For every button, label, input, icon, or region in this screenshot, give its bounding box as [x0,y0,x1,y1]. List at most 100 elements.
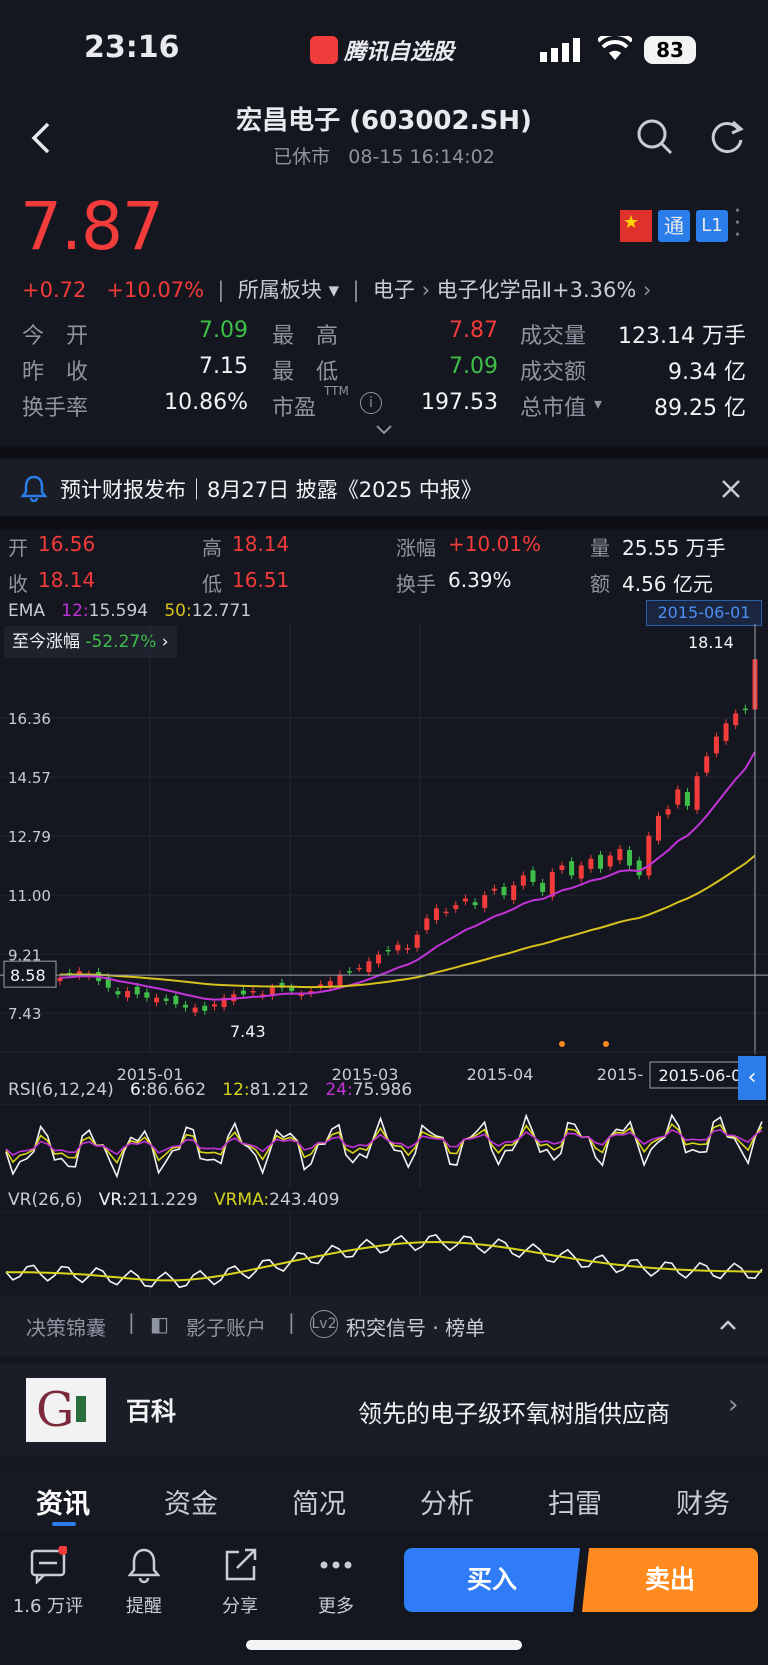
buy-button[interactable]: 买入 [404,1548,580,1612]
close-icon[interactable] [720,478,742,500]
share-button[interactable]: 分享 [200,1546,280,1618]
candle-body [627,850,633,866]
last-price: 7.87 [20,188,164,265]
candle-body [366,961,372,973]
strategy-tool[interactable]: 决策锦囊 [26,1316,106,1340]
candle-body [154,997,160,1003]
caret-down-icon[interactable]: ▾ [594,394,603,413]
candle-body [57,977,63,982]
chart-icon: ◧ [150,1312,169,1336]
candle-body [182,1004,188,1008]
more-button[interactable]: 更多 [296,1546,376,1618]
connect-badge[interactable]: 通 [658,210,690,242]
candle-body [163,998,169,1001]
candle-body [105,977,111,988]
event-dot [559,1041,565,1047]
tab-funds[interactable]: 资金 [164,1489,218,1520]
candle-body [376,954,382,964]
candle-body [636,860,642,876]
chevron-right-icon: › [156,632,169,652]
kline-high: 18.14 [232,532,290,556]
tab-analysis[interactable]: 分析 [420,1489,474,1520]
since-label: 至今涨幅 [12,632,80,652]
cursor-date-label: 2015-06-01 [659,1066,752,1085]
level1-badge[interactable]: L1 [696,210,728,242]
candle-body [269,987,275,996]
crosshair-price-box [3,960,57,988]
home-indicator [246,1640,522,1650]
candle-body [511,885,517,901]
candle-body [318,984,324,987]
bell-icon [127,1548,161,1584]
kline-info: 开 16.56 高 18.14 涨幅 +10.01% 量 25.55 万手 收 … [0,532,768,602]
tab-overview[interactable]: 简况 [292,1489,346,1520]
kline-turn: 6.39% [448,568,512,592]
rsi-chart[interactable] [0,1104,768,1188]
info-icon[interactable]: i [360,392,382,414]
candle-body [134,986,140,995]
collapse-panel-button[interactable]: ‹ [738,1056,766,1100]
sell-button[interactable]: 卖出 [582,1548,758,1612]
candle-body [520,875,526,886]
more-dots-icon[interactable]: · · · [734,199,741,248]
max-price-label: 18.14 [688,633,734,652]
change-row: +0.72 +10.07% | 所属板块 ▾ | 电子 › 电子化学品Ⅱ+3.3… [22,278,652,302]
since-change-chip[interactable]: 至今涨幅 -52.27% › [4,626,177,658]
candle-body [559,865,565,870]
candle-body [260,994,266,996]
expand-chevron-icon[interactable] [374,424,394,436]
chevron-up-icon[interactable] [718,1318,738,1332]
ema12-line [59,751,756,1001]
candle-body [221,997,227,1008]
tab-news[interactable]: 资讯 [36,1489,90,1520]
candle-body [144,992,150,998]
stat-label: 今 开 [22,324,89,349]
signal-tool[interactable]: 积突信号 · 榜单 [346,1316,486,1340]
sector-link[interactable]: 电子 [372,278,415,302]
comments-button[interactable]: 1.6 万评 [8,1545,88,1618]
candle-body [472,902,478,906]
baike-card[interactable]: G 百科 领先的电子级环氧树脂供应商 › [0,1364,768,1456]
share-icon [225,1548,257,1581]
rsi-label: RSI(6,12,24) [8,1080,114,1100]
candle-body [617,848,623,861]
candle-body [694,776,700,810]
remind-label: 提醒 [126,1596,162,1617]
tab-risk[interactable]: 扫雷 [548,1489,602,1520]
vrma-value: 243.409 [269,1190,340,1210]
vr-value: 211.229 [127,1190,198,1210]
candle-body [250,991,256,993]
high-value: 7.87 [449,318,498,343]
comment-icon [30,1545,68,1586]
back-arrow-icon[interactable] [24,118,64,158]
rsi24-value: 75.986 [352,1080,413,1100]
tab-finance[interactable]: 财务 [676,1489,730,1520]
candle-body [501,886,507,896]
kline-chart[interactable]: 16.36 14.57 12.79 11.00 9.21 7.43 8.58 18.14 7.4… [0,624,768,1104]
stat-row: 今 开 7.09 最 高 7.87 成交量 123.14 万手 [22,318,752,354]
refresh-icon[interactable] [708,118,746,156]
stat-label: 总市值 [520,396,587,421]
stat-label: 市盈 [272,396,317,421]
rsi24-label: 24: [325,1080,353,1100]
status-time: 23:16 [84,30,180,65]
stat-label: 换手率 [22,396,89,421]
rsi6-line [5,1113,763,1179]
stat-label: 最 低 [272,360,339,385]
ttm-label: TTM [324,384,349,398]
china-flag-icon: ★ [620,210,652,242]
search-icon[interactable] [636,118,674,156]
candle-body [723,723,729,741]
sub-sector-link[interactable]: 电子化学品Ⅱ+3.36% [436,278,637,302]
divider [0,516,768,530]
candle-body [347,971,353,973]
remind-button[interactable]: 提醒 [104,1546,184,1618]
y-tick-label: 14.57 [8,769,51,787]
ema50-value: 12.771 [191,601,252,621]
more-icon [320,1561,352,1569]
vr-chart[interactable] [0,1212,768,1296]
candle-body [453,905,459,909]
earnings-notice[interactable]: 预计财报发布｜8月27日 披露《2025 中报》 [0,460,768,516]
shadow-account-tool[interactable]: 影子账户 [186,1316,266,1340]
sector-label[interactable]: 所属板块 [237,278,322,302]
